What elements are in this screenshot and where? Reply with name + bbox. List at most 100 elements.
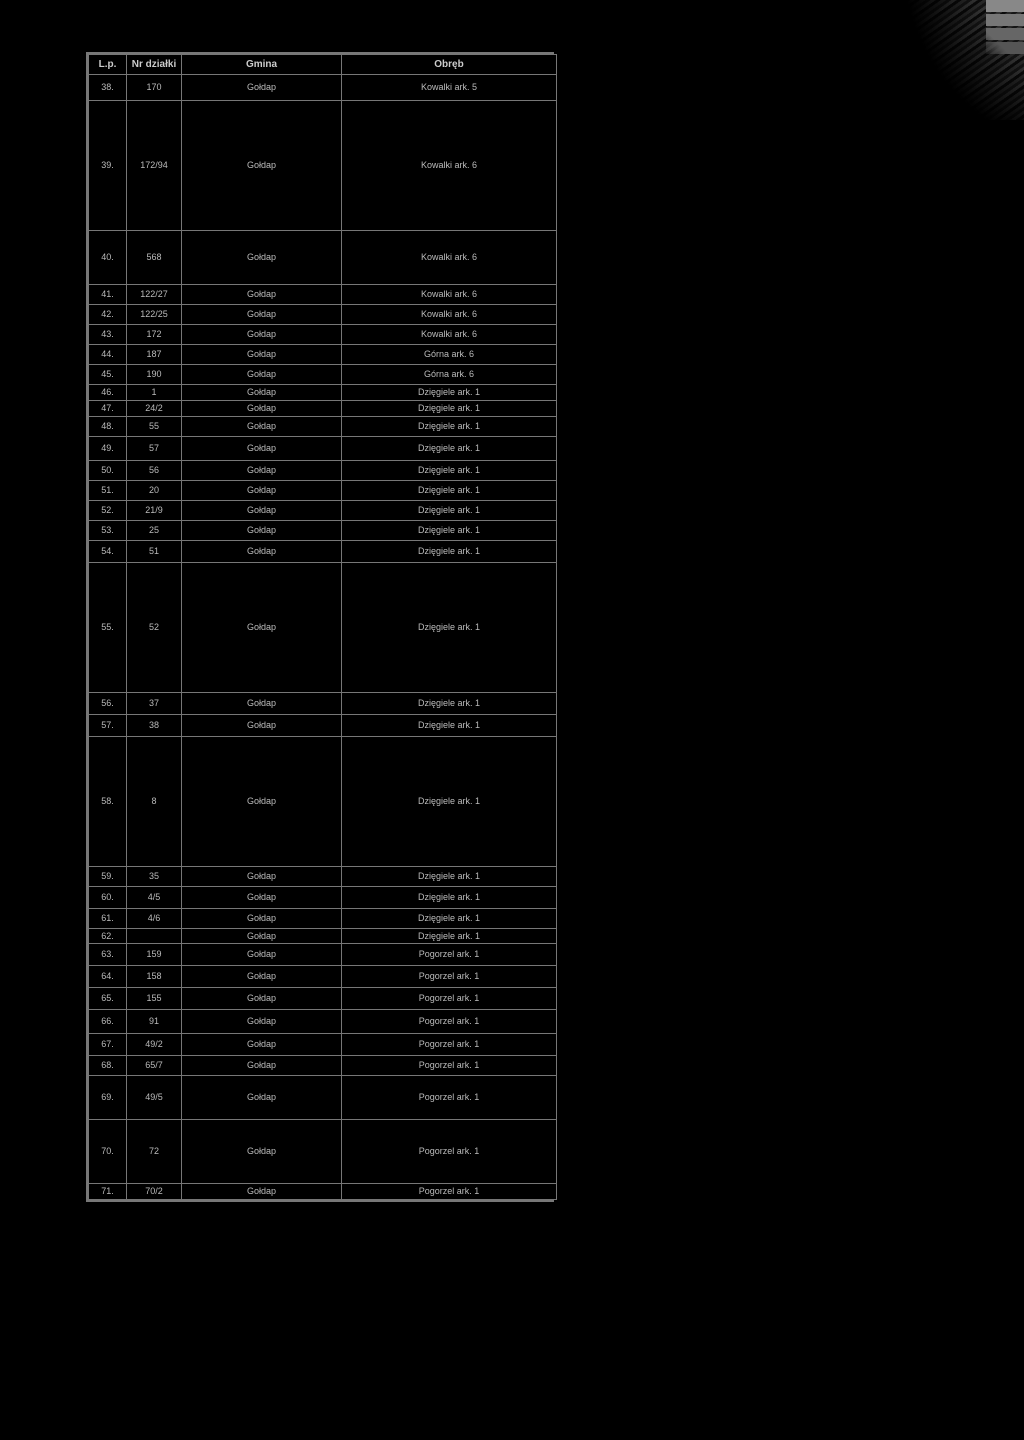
cell-nr: 4/6 bbox=[127, 908, 182, 928]
cell-ob: Kowalki ark. 6 bbox=[342, 285, 557, 305]
cell-lp: 71. bbox=[89, 1184, 127, 1200]
cell-gm: Gołdap bbox=[182, 886, 342, 908]
cell-ob: Kowalki ark. 5 bbox=[342, 75, 557, 101]
cell-lp: 47. bbox=[89, 400, 127, 416]
table-row: 68.65/7GołdapPogorzel ark. 1 bbox=[89, 1056, 557, 1076]
table-row: 38.170GołdapKowalki ark. 5 bbox=[89, 75, 557, 101]
table-row: 60.4/5GołdapDzięgiele ark. 1 bbox=[89, 886, 557, 908]
cell-lp: 56. bbox=[89, 692, 127, 714]
col-header-nr: Nr działki bbox=[127, 55, 182, 75]
cell-nr: 25 bbox=[127, 520, 182, 540]
table-row: 69.49/5GołdapPogorzel ark. 1 bbox=[89, 1076, 557, 1120]
cell-nr: 20 bbox=[127, 480, 182, 500]
cell-ob: Pogorzel ark. 1 bbox=[342, 1120, 557, 1184]
cell-nr: 49/5 bbox=[127, 1076, 182, 1120]
cell-lp: 45. bbox=[89, 365, 127, 385]
cell-ob: Kowalki ark. 6 bbox=[342, 325, 557, 345]
cell-lp: 51. bbox=[89, 480, 127, 500]
cell-nr: 190 bbox=[127, 365, 182, 385]
cell-nr: 51 bbox=[127, 540, 182, 562]
cell-gm: Gołdap bbox=[182, 460, 342, 480]
table-row: 50.56GołdapDzięgiele ark. 1 bbox=[89, 460, 557, 480]
cell-nr: 72 bbox=[127, 1120, 182, 1184]
cell-lp: 64. bbox=[89, 966, 127, 988]
table-row: 40.568GołdapKowalki ark. 6 bbox=[89, 231, 557, 285]
table-row: 55.52GołdapDzięgiele ark. 1 bbox=[89, 562, 557, 692]
cell-ob: Dzięgiele ark. 1 bbox=[342, 908, 557, 928]
table-row: 51.20GołdapDzięgiele ark. 1 bbox=[89, 480, 557, 500]
cell-ob: Dzięgiele ark. 1 bbox=[342, 400, 557, 416]
cell-gm: Gołdap bbox=[182, 416, 342, 436]
cell-gm: Gołdap bbox=[182, 1034, 342, 1056]
cell-lp: 39. bbox=[89, 101, 127, 231]
scanned-table-page: L.p. Nr działki Gmina Obręb 38.170Gołdap… bbox=[86, 52, 554, 1202]
table-row: 59.35GołdapDzięgiele ark. 1 bbox=[89, 866, 557, 886]
cell-lp: 57. bbox=[89, 714, 127, 736]
cell-gm: Gołdap bbox=[182, 480, 342, 500]
cell-ob: Pogorzel ark. 1 bbox=[342, 1010, 557, 1034]
cell-nr: 35 bbox=[127, 866, 182, 886]
cell-gm: Gołdap bbox=[182, 1056, 342, 1076]
table-row: 64.158GołdapPogorzel ark. 1 bbox=[89, 966, 557, 988]
cell-lp: 42. bbox=[89, 305, 127, 325]
cell-lp: 63. bbox=[89, 944, 127, 966]
cell-gm: Gołdap bbox=[182, 928, 342, 944]
cell-lp: 53. bbox=[89, 520, 127, 540]
cell-ob: Dzięgiele ark. 1 bbox=[342, 714, 557, 736]
cell-ob: Pogorzel ark. 1 bbox=[342, 944, 557, 966]
cell-nr: 57 bbox=[127, 436, 182, 460]
table-row: 58.8GołdapDzięgiele ark. 1 bbox=[89, 736, 557, 866]
table-header: L.p. Nr działki Gmina Obręb bbox=[89, 55, 557, 75]
cell-ob: Dzięgiele ark. 1 bbox=[342, 562, 557, 692]
cell-lp: 38. bbox=[89, 75, 127, 101]
table-row: 45.190GołdapGórna ark. 6 bbox=[89, 365, 557, 385]
cell-ob: Dzięgiele ark. 1 bbox=[342, 416, 557, 436]
cell-gm: Gołdap bbox=[182, 988, 342, 1010]
cell-gm: Gołdap bbox=[182, 75, 342, 101]
table-row: 56.37GołdapDzięgiele ark. 1 bbox=[89, 692, 557, 714]
cell-ob: Dzięgiele ark. 1 bbox=[342, 385, 557, 401]
cell-nr: 122/25 bbox=[127, 305, 182, 325]
parcels-table: L.p. Nr działki Gmina Obręb 38.170Gołdap… bbox=[88, 54, 557, 1200]
table-row: 42.122/25GołdapKowalki ark. 6 bbox=[89, 305, 557, 325]
cell-nr: 70/2 bbox=[127, 1184, 182, 1200]
cell-gm: Gołdap bbox=[182, 866, 342, 886]
cell-gm: Gołdap bbox=[182, 1076, 342, 1120]
cell-ob: Pogorzel ark. 1 bbox=[342, 1076, 557, 1120]
cell-gm: Gołdap bbox=[182, 101, 342, 231]
table-body: 38.170GołdapKowalki ark. 539.172/94Gołda… bbox=[89, 75, 557, 1200]
table-row: 61.4/6GołdapDzięgiele ark. 1 bbox=[89, 908, 557, 928]
cell-gm: Gołdap bbox=[182, 436, 342, 460]
cell-gm: Gołdap bbox=[182, 400, 342, 416]
table-row: 70.72GołdapPogorzel ark. 1 bbox=[89, 1120, 557, 1184]
cell-nr: 49/2 bbox=[127, 1034, 182, 1056]
cell-gm: Gołdap bbox=[182, 345, 342, 365]
cell-nr: 568 bbox=[127, 231, 182, 285]
cell-nr: 1 bbox=[127, 385, 182, 401]
cell-ob: Dzięgiele ark. 1 bbox=[342, 928, 557, 944]
cell-ob: Pogorzel ark. 1 bbox=[342, 1184, 557, 1200]
cell-ob: Dzięgiele ark. 1 bbox=[342, 520, 557, 540]
cell-nr: 159 bbox=[127, 944, 182, 966]
table-row: 62.GołdapDzięgiele ark. 1 bbox=[89, 928, 557, 944]
cell-ob: Pogorzel ark. 1 bbox=[342, 1056, 557, 1076]
cell-ob: Dzięgiele ark. 1 bbox=[342, 736, 557, 866]
cell-ob: Dzięgiele ark. 1 bbox=[342, 692, 557, 714]
cell-lp: 70. bbox=[89, 1120, 127, 1184]
cell-gm: Gołdap bbox=[182, 966, 342, 988]
cell-gm: Gołdap bbox=[182, 325, 342, 345]
cell-lp: 68. bbox=[89, 1056, 127, 1076]
cell-gm: Gołdap bbox=[182, 908, 342, 928]
cell-gm: Gołdap bbox=[182, 385, 342, 401]
cell-gm: Gołdap bbox=[182, 540, 342, 562]
cell-nr: 24/2 bbox=[127, 400, 182, 416]
cell-nr: 172 bbox=[127, 325, 182, 345]
cell-lp: 59. bbox=[89, 866, 127, 886]
cell-gm: Gołdap bbox=[182, 562, 342, 692]
table-row: 44.187GołdapGórna ark. 6 bbox=[89, 345, 557, 365]
cell-gm: Gołdap bbox=[182, 944, 342, 966]
cell-lp: 65. bbox=[89, 988, 127, 1010]
cell-lp: 44. bbox=[89, 345, 127, 365]
table-row: 49.57GołdapDzięgiele ark. 1 bbox=[89, 436, 557, 460]
cell-lp: 41. bbox=[89, 285, 127, 305]
